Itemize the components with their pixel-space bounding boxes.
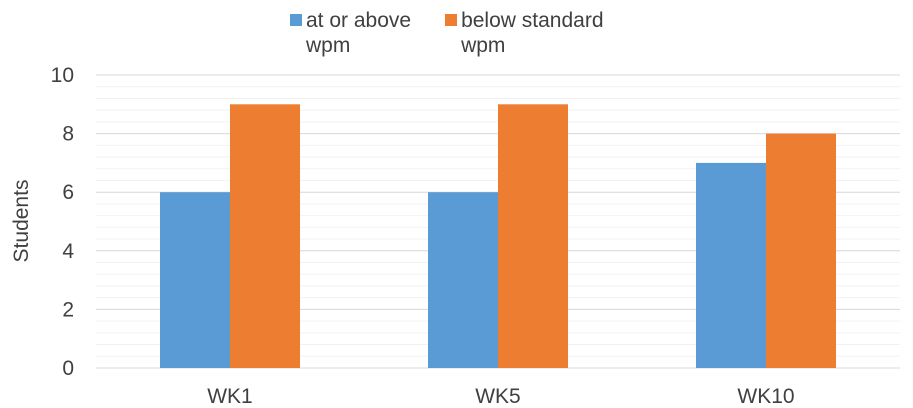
bar-wk10-series-2 — [766, 133, 836, 368]
y-axis-ticks: 0 2 4 6 8 10 — [51, 64, 75, 380]
legend-label-series-1: at or above wpm — [306, 9, 412, 57]
y-tick-label: 10 — [51, 64, 74, 87]
y-tick-label: 8 — [62, 123, 74, 146]
bar-wk10-series-1 — [696, 162, 766, 368]
legend-label-series-2: below standard wpm — [461, 9, 604, 57]
bar-wk1-series-2 — [230, 104, 300, 369]
legend-item-series-2: below standard wpm — [445, 8, 604, 58]
y-tick-label: 0 — [62, 357, 74, 380]
bars — [160, 104, 836, 369]
x-tick-label: WK10 — [737, 385, 794, 408]
bar-wk5-series-1 — [428, 192, 498, 368]
x-tick-label: WK5 — [475, 385, 521, 408]
legend-swatch-series-1 — [290, 14, 302, 26]
legend: at or above wpm below standard wpm — [290, 8, 604, 58]
x-tick-label: WK1 — [207, 385, 253, 408]
y-axis-label: Students — [10, 180, 33, 263]
y-tick-label: 2 — [62, 298, 74, 321]
bar-wk5-series-2 — [498, 104, 568, 369]
y-tick-label: 4 — [62, 240, 74, 263]
y-tick-label: 6 — [62, 181, 74, 204]
legend-item-series-1: at or above wpm — [290, 8, 411, 58]
bar-wk1-series-1 — [160, 192, 230, 368]
x-axis-ticks: WK1 WK5 WK10 — [207, 385, 794, 408]
legend-swatch-series-2 — [445, 14, 458, 26]
